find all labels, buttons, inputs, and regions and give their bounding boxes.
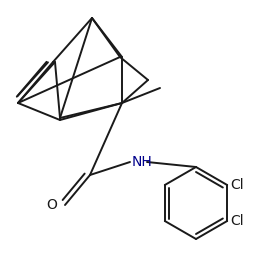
Text: NH: NH bbox=[132, 155, 153, 169]
Text: Cl: Cl bbox=[230, 178, 244, 192]
Text: Cl: Cl bbox=[230, 214, 244, 228]
Text: O: O bbox=[46, 198, 57, 212]
